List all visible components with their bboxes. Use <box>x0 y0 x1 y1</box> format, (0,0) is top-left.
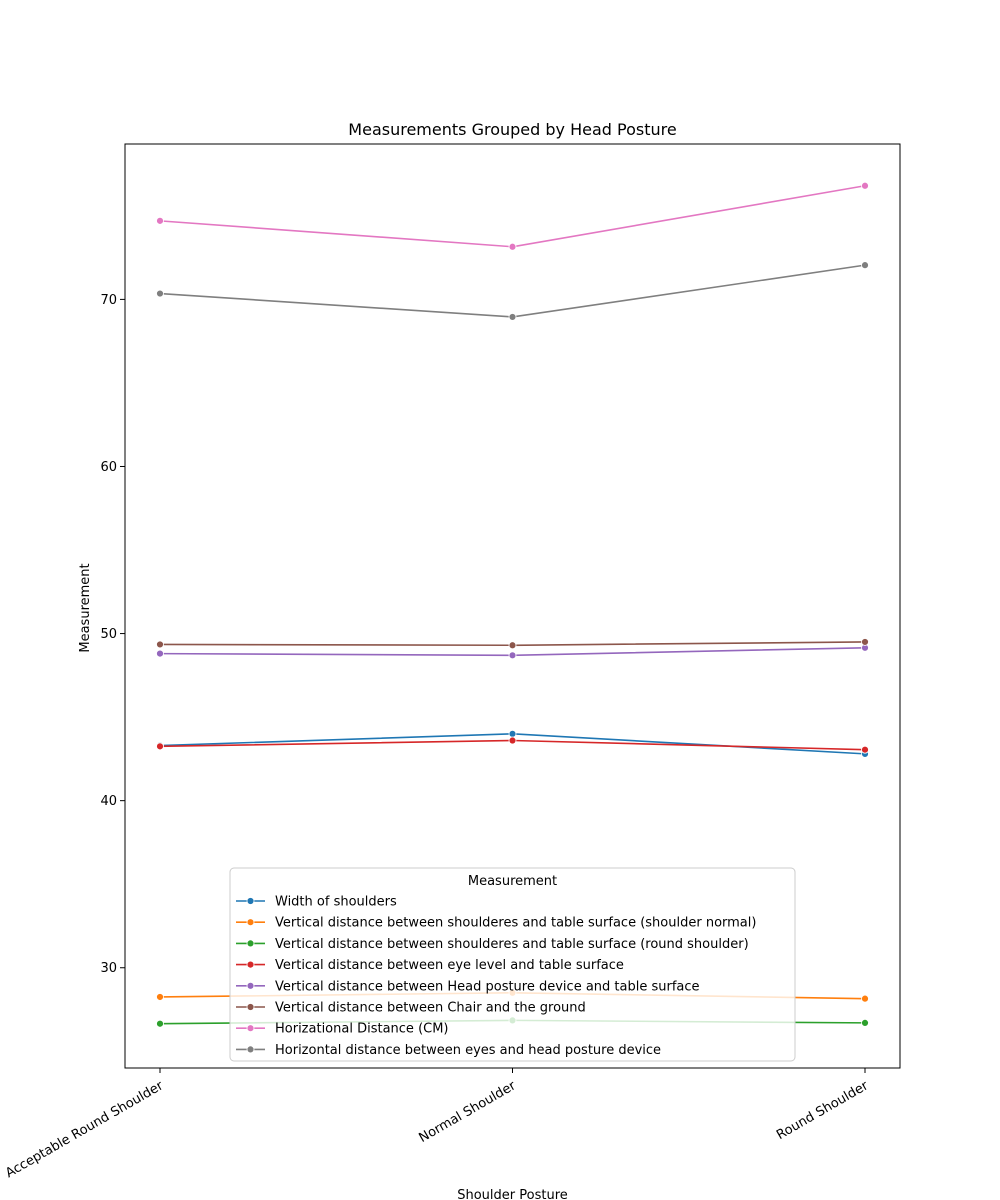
data-point <box>156 1019 164 1028</box>
legend-entry: Horizontal distance between eyes and hea… <box>236 1043 661 1058</box>
legend-entry: Width of shoulders <box>236 895 397 910</box>
data-point <box>156 993 164 1001</box>
y-axis-label: Measurement <box>78 563 93 652</box>
legend: Measurement Width of shoulders Vertical d… <box>229 867 796 1062</box>
series-6 <box>156 638 869 650</box>
legend-swatch-marker <box>246 939 255 948</box>
plot-frame <box>124 143 901 1069</box>
legend-label: Vertical distance between Chair and the … <box>275 1001 586 1016</box>
x-axis: Acceptable Round Shoulder Normal Shoulder… <box>3 1068 872 1181</box>
legend-label: Horizontal distance between eyes and hea… <box>275 1043 661 1058</box>
series-8 <box>156 261 869 321</box>
legend-swatch-marker <box>246 960 255 969</box>
legend-entry: Vertical distance between shoulderes and… <box>236 916 756 931</box>
legend-label: Vertical distance between shoulderes and… <box>275 937 749 952</box>
data-point <box>156 640 164 649</box>
series-4 <box>156 736 869 754</box>
legend-entry: Vertical distance between Chair and the … <box>236 1001 586 1016</box>
legend-swatch-marker <box>246 897 255 905</box>
data-point <box>508 242 517 251</box>
legend-swatch-marker <box>246 981 255 990</box>
x-tick-label: Round Shoulder <box>774 1078 871 1143</box>
x-axis-label: Shoulder Posture <box>457 1188 568 1200</box>
x-tick-label: Acceptable Round Shoulder <box>3 1078 166 1181</box>
y-tick-label: 50 <box>100 627 117 642</box>
y-axis: 30 40 50 60 70 <box>100 293 125 976</box>
legend-entry: Horizational Distance (CM) <box>236 1022 449 1037</box>
y-tick-label: 30 <box>100 961 117 976</box>
legend-swatch-marker <box>246 1045 255 1054</box>
data-point <box>508 729 517 738</box>
data-point <box>156 649 164 658</box>
legend-entry: Vertical distance between eye level and … <box>236 958 624 973</box>
y-tick-label: 70 <box>100 293 117 308</box>
legend-title: Measurement <box>468 874 557 889</box>
legend-entry: Vertical distance between Head posture d… <box>236 979 700 994</box>
x-tick-label: Normal Shoulder <box>417 1078 520 1146</box>
data-point <box>861 261 869 270</box>
data-point <box>508 641 517 650</box>
legend-label: Width of shoulders <box>275 895 397 910</box>
y-tick-label: 40 <box>100 794 117 809</box>
data-point <box>156 216 164 225</box>
legend-swatch-marker <box>246 1003 255 1011</box>
data-point <box>861 745 869 754</box>
data-point <box>861 638 869 646</box>
chart-title: Measurements Grouped by Head Posture <box>348 120 676 139</box>
legend-entry: Vertical distance between shoulderes and… <box>236 937 749 952</box>
series-7 <box>156 181 869 251</box>
legend-entries: Width of shoulders Vertical distance betw… <box>236 895 756 1058</box>
legend-label: Horizational Distance (CM) <box>275 1022 449 1037</box>
data-point <box>861 181 869 190</box>
legend-swatch-marker <box>246 918 255 927</box>
data-point <box>156 742 164 751</box>
series-line <box>159 184 866 248</box>
legend-swatch-marker <box>246 1024 255 1033</box>
series-5 <box>156 643 869 660</box>
legend-label: Vertical distance between eye level and … <box>275 958 624 973</box>
data-point <box>861 994 869 1003</box>
data-point <box>508 313 517 321</box>
data-point <box>156 289 164 298</box>
data-point <box>508 736 517 745</box>
series-line <box>159 264 866 318</box>
legend-label: Vertical distance between shoulderes and… <box>275 916 756 931</box>
data-point <box>508 651 517 660</box>
legend-box <box>229 867 796 1062</box>
y-tick-label: 60 <box>100 460 117 475</box>
data-point <box>861 1018 869 1027</box>
legend-label: Vertical distance between Head posture d… <box>275 979 700 994</box>
